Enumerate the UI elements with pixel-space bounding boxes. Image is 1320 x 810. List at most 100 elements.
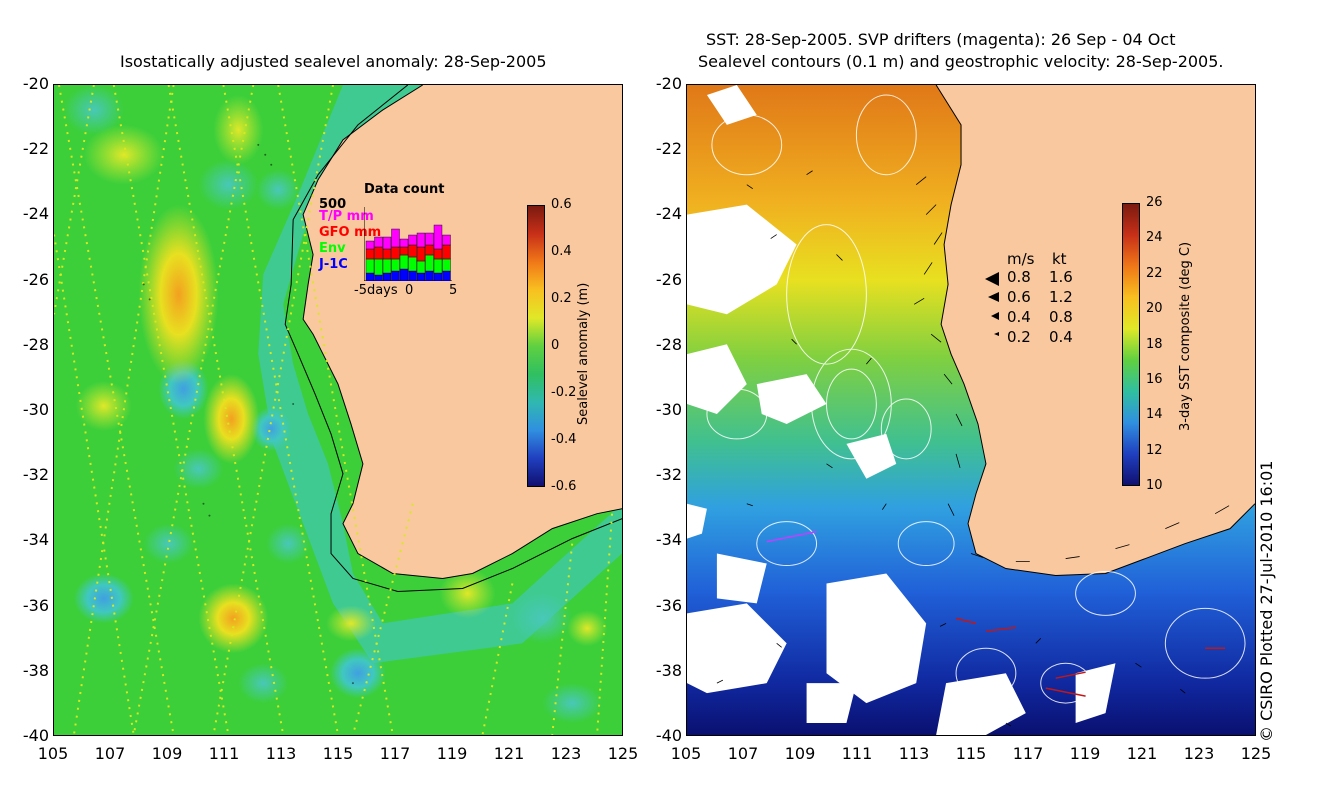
y-tick-label: -20 <box>655 74 682 93</box>
inset-bar-segment <box>408 270 417 281</box>
y-tick-label: -22 <box>655 139 682 159</box>
velocity-arrow-icon <box>985 272 999 286</box>
x-tick-label: 117 <box>1012 744 1044 763</box>
x-tick-label: 115 <box>955 744 987 763</box>
y-tick-label: -36 <box>22 595 49 615</box>
inset-bar-segment <box>425 232 434 246</box>
sst-map <box>687 85 1255 735</box>
y-tick-label: -40 <box>22 726 49 745</box>
csiro-credit: © CSIRO Plotted 27-Jul-2010 16:01 <box>1257 460 1276 742</box>
inset-bar-segment <box>433 258 443 274</box>
x-tick-label: 123 <box>1183 744 1215 763</box>
inset-bar-segment <box>416 246 426 262</box>
inset-bar-segment <box>382 236 392 250</box>
inset-bar-segment <box>425 244 434 256</box>
inset-bar-segment <box>365 258 375 274</box>
inset-bar-segment <box>416 232 426 248</box>
velocity-legend-kt: 1.2 <box>1049 288 1073 306</box>
inset-bar-segment <box>391 246 400 260</box>
inset-bar-segment <box>399 268 409 281</box>
y-tick-label: -40 <box>655 726 682 745</box>
y-tick-label: -26 <box>22 269 49 289</box>
inset-x-right: 5 <box>449 283 458 298</box>
y-tick-label: -22 <box>22 139 49 159</box>
velocity-arrow-icon <box>988 292 999 302</box>
colorbar-tick-label: -0.2 <box>551 385 577 400</box>
y-tick-label: -30 <box>22 400 49 419</box>
x-tick-label: 119 <box>1069 744 1101 763</box>
inset-bar-segment <box>442 244 451 260</box>
inset-bar-segment <box>391 258 400 272</box>
velocity-legend-kt: 0.8 <box>1049 308 1073 326</box>
inset-bar-segment <box>382 248 392 260</box>
x-tick-label: 107 <box>727 744 759 763</box>
inset-bar-segment <box>442 234 451 246</box>
colorbar-tick-label: 20 <box>1146 301 1163 317</box>
inset-bar-segment <box>425 254 434 272</box>
inset-series-label: T/P mm <box>319 209 374 224</box>
x-tick-label: 115 <box>322 744 354 763</box>
colorbar-tick-label: 16 <box>1146 371 1163 387</box>
velocity-legend-kt: 1.6 <box>1049 268 1073 286</box>
inset-x-mid: 0 <box>405 283 414 298</box>
x-tick-label: 109 <box>784 744 816 763</box>
y-tick-label: -30 <box>655 400 682 419</box>
left-map-plot[interactable]: Data count 500 T/P mm GFO mm Env J-1C -5day… <box>53 84 623 736</box>
inset-bar-segment <box>408 256 417 272</box>
y-tick-label: -36 <box>655 595 682 615</box>
velocity-legend-kt: 0.4 <box>1049 328 1073 346</box>
inset-bar-segment <box>365 272 375 281</box>
velocity-arrow-icon <box>994 332 999 336</box>
x-tick-label: 109 <box>151 744 183 763</box>
inset-bar-segment <box>399 238 409 248</box>
y-tick-label: -26 <box>655 269 682 289</box>
inset-bar-segment <box>408 234 417 246</box>
x-tick-label: 119 <box>436 744 468 763</box>
right-map-plot[interactable]: m/s kt 0.8 1.6 0.6 1.2 0.4 0.8 0.2 0.4 26 24 22 20… <box>686 84 1256 736</box>
colorbar-tick-label: -0.6 <box>551 479 577 494</box>
inset-series-label: J-1C <box>319 257 348 272</box>
inset-bar-segment <box>433 224 443 250</box>
right-map-title-line1: SST: 28-Sep-2005. SVP drifters (magenta)… <box>706 30 1176 49</box>
x-tick-label: 125 <box>1240 744 1272 763</box>
y-tick-label: -34 <box>22 530 49 550</box>
x-tick-label: 125 <box>607 744 639 763</box>
x-tick-label: 117 <box>379 744 411 763</box>
y-tick-label: -38 <box>22 660 49 680</box>
colorbar-tick-label: 0 <box>551 338 560 353</box>
x-tick-label: 105 <box>670 744 702 763</box>
inset-bar-segment <box>433 248 443 260</box>
inset-bar-segment <box>365 248 375 260</box>
y-tick-label: -38 <box>655 660 682 680</box>
x-tick-label: 123 <box>550 744 582 763</box>
right-map-title-line2: Sealevel contours (0.1 m) and geostrophi… <box>698 52 1224 71</box>
inset-series-label: Env <box>319 241 346 256</box>
y-tick-label: -24 <box>22 204 49 224</box>
y-tick-label: -28 <box>22 334 49 354</box>
inset-ymax: 500 <box>319 197 347 212</box>
colorbar-tick-label: 22 <box>1146 265 1163 281</box>
inset-bar-segment <box>408 244 417 258</box>
x-tick-label: 107 <box>94 744 126 763</box>
inset-bar-segment <box>416 272 426 281</box>
inset-bar-segment <box>365 240 375 250</box>
x-tick-label: 111 <box>841 744 873 763</box>
inset-bar-segment <box>382 258 392 274</box>
velocity-legend-ms: 0.6 <box>1007 288 1031 306</box>
inset-bar-segment <box>433 272 443 281</box>
colorbar-tick-label: 24 <box>1146 230 1163 246</box>
inset-bar-segment <box>374 258 383 276</box>
data-count-inset: Data count 500 T/P mm GFO mm Env J-1C -5day… <box>319 182 459 307</box>
inset-bar-segment <box>374 274 383 281</box>
inset-bar-segment <box>399 254 409 270</box>
y-tick-label: -34 <box>655 530 682 550</box>
inset-bar-segment <box>442 270 451 281</box>
x-tick-label: 121 <box>493 744 525 763</box>
velocity-legend-header-ms: m/s <box>1007 250 1035 268</box>
colorbar-tick-label: 0.4 <box>551 244 572 259</box>
y-tick-label: -20 <box>22 74 49 93</box>
colorbar-tick-label: 14 <box>1146 407 1163 423</box>
y-tick-label: -32 <box>655 465 682 485</box>
inset-bar-segment <box>399 246 409 256</box>
inset-bar-segment <box>382 272 392 281</box>
